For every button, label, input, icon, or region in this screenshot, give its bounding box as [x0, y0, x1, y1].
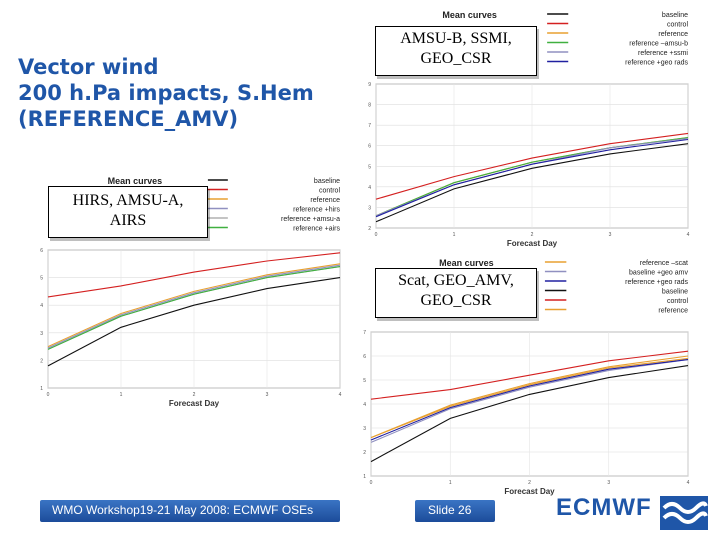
x-tick-label: 4 — [339, 392, 342, 398]
legend-label: control — [319, 188, 340, 195]
y-tick-label: 6 — [363, 354, 366, 360]
callout-amsub-line-2: GEO_CSR — [420, 50, 492, 67]
y-tick-label: 3 — [368, 205, 371, 211]
series-line — [370, 359, 689, 443]
series-line — [370, 357, 689, 439]
y-tick-label: 4 — [40, 303, 43, 309]
x-tick-label: 3 — [609, 232, 612, 238]
x-axis-label: Forecast Day — [504, 487, 555, 496]
legend-label: reference +geo rads — [625, 60, 688, 67]
x-tick-label: 1 — [120, 392, 123, 398]
footer-text: WMO Workshop19-21 May 2008: ECMWF OSEs — [52, 503, 314, 517]
series-line — [375, 138, 689, 218]
slide-number-bar — [415, 500, 495, 522]
legend-label: reference +geo rads — [625, 279, 688, 286]
legend-label: reference –amsu-b — [629, 41, 688, 48]
series-line — [375, 143, 689, 223]
y-tick-label: 1 — [363, 474, 366, 480]
series-line — [47, 277, 341, 367]
legend-label: baseline +geo amv — [629, 270, 688, 277]
callout-scat-line-1: Scat, GEO_AMV, — [398, 272, 514, 289]
y-tick-label: 6 — [40, 248, 43, 254]
y-tick-label: 5 — [363, 378, 366, 384]
title-line-3: (REFERENCE_AMV) — [18, 107, 239, 131]
series-line — [47, 264, 341, 349]
x-tick-label: 0 — [370, 480, 373, 486]
y-tick-label: 7 — [368, 123, 371, 129]
legend-label: reference +hirs — [293, 207, 340, 214]
title-line-1: Vector wind — [18, 55, 159, 79]
x-tick-label: 2 — [193, 392, 196, 398]
chart-title: Mean curves — [108, 176, 163, 186]
slide-title: Vector wind 200 h.Pa impacts, S.Hem (REF… — [18, 54, 358, 132]
y-tick-label: 2 — [368, 226, 371, 232]
chart-amsub-svg: Mean curves baseline control reference refer… — [368, 10, 690, 248]
y-tick-label: 6 — [368, 144, 371, 150]
series-line — [370, 350, 689, 400]
callout-hirs: HIRS, AMSU-A, AIRS — [48, 186, 208, 238]
y-tick-label: 5 — [40, 276, 43, 282]
series-line — [370, 359, 689, 441]
legend-label: reference +airs — [293, 226, 340, 233]
callout-hirs-line-2: AIRS — [109, 212, 147, 229]
x-tick-label: 4 — [687, 232, 690, 238]
x-tick-label: 0 — [375, 232, 378, 238]
legend-label: baseline — [662, 12, 688, 19]
callout-amsub-line-1: AMSU-B, SSMI, — [400, 30, 512, 47]
y-tick-label: 3 — [40, 331, 43, 337]
y-tick-label: 4 — [363, 402, 366, 408]
brand-name: ECMWF — [556, 494, 652, 521]
y-tick-label: 1 — [40, 386, 43, 392]
y-tick-label: 5 — [368, 164, 371, 170]
series-line — [47, 252, 341, 298]
x-tick-label: 1 — [449, 480, 452, 486]
chart-scat-svg: Mean curves reference –scat baseline +geo … — [363, 258, 690, 496]
x-tick-label: 2 — [528, 480, 531, 486]
legend-label: control — [667, 22, 688, 29]
y-tick-label: 4 — [368, 185, 371, 191]
x-axis-label: Forecast Day — [169, 399, 220, 408]
x-axis-label: Forecast Day — [507, 239, 558, 248]
x-tick-label: 3 — [266, 392, 269, 398]
series-line — [370, 365, 689, 463]
series-line — [47, 263, 341, 348]
footer-bar — [40, 500, 340, 522]
chart-title: Mean curves — [439, 258, 494, 268]
y-tick-label: 7 — [363, 330, 366, 336]
x-tick-label: 3 — [607, 480, 610, 486]
legend-label: reference +amsu-a — [281, 216, 340, 223]
callout-scat-line-2: GEO_CSR — [420, 292, 492, 309]
legend-label: reference — [658, 308, 688, 315]
chart-hirs-svg: Mean curves baseline control reference refer… — [40, 176, 342, 408]
x-tick-label: 1 — [453, 232, 456, 238]
x-tick-label: 0 — [47, 392, 50, 398]
legend-label: reference +ssmi — [638, 50, 688, 57]
callout-hirs-line-1: HIRS, AMSU-A, — [72, 192, 184, 209]
legend-label: control — [667, 298, 688, 305]
legend-label: reference — [310, 197, 340, 204]
y-tick-label: 2 — [40, 358, 43, 364]
series-line — [370, 355, 689, 439]
title-line-2: 200 h.Pa impacts, S.Hem — [18, 81, 314, 105]
ecmwf-logo-icon — [660, 496, 708, 530]
slide-number: Slide 26 — [428, 503, 472, 517]
y-tick-label: 2 — [363, 450, 366, 456]
y-tick-label: 8 — [368, 103, 371, 109]
legend-label: reference –scat — [640, 260, 688, 267]
legend-label: baseline — [662, 289, 688, 296]
x-tick-label: 4 — [687, 480, 690, 486]
series-line — [47, 266, 341, 350]
callout-amsub: AMSU-B, SSMI, GEO_CSR — [375, 26, 537, 76]
callout-scat: Scat, GEO_AMV, GEO_CSR — [375, 268, 537, 318]
y-tick-label: 9 — [368, 82, 371, 88]
x-tick-label: 2 — [531, 232, 534, 238]
y-tick-label: 3 — [363, 426, 366, 432]
legend-label: reference — [658, 31, 688, 38]
chart-title: Mean curves — [442, 10, 497, 20]
legend-label: baseline — [314, 178, 340, 185]
series-line — [375, 132, 689, 200]
